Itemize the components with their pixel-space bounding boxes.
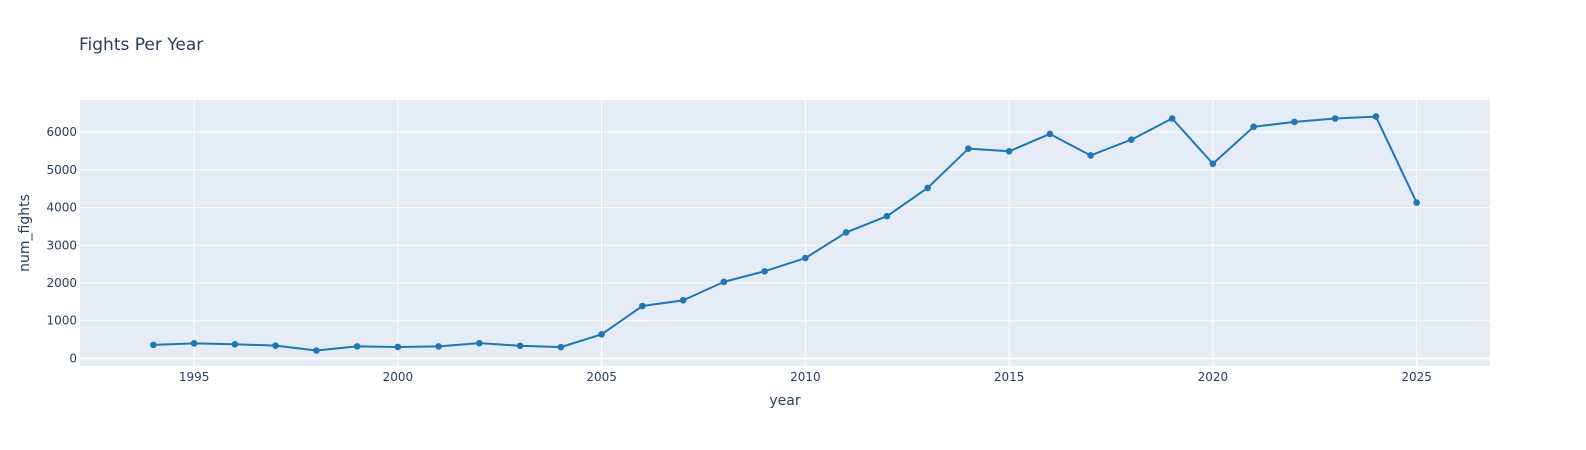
data-point <box>272 342 279 349</box>
data-point <box>1087 152 1094 159</box>
data-point <box>924 184 931 192</box>
x-axis-title: year <box>769 393 800 409</box>
data-point <box>190 340 198 347</box>
data-point <box>1209 160 1217 168</box>
y-tick-label: 3000 <box>46 238 77 252</box>
data-point <box>394 343 402 351</box>
data-point <box>639 302 646 310</box>
axis-ticks: 1995 2000 2005 2010 2015 2020 2025 0 1000 2000 300… <box>46 125 1431 384</box>
data-point <box>476 339 483 347</box>
x-tick-label: 2010 <box>790 370 821 384</box>
y-tick-label: 6000 <box>46 125 77 139</box>
data-point <box>802 254 809 262</box>
data-point <box>516 342 524 350</box>
data-point <box>1372 113 1380 120</box>
x-tick-label: 1995 <box>179 370 210 384</box>
data-point <box>313 347 320 354</box>
data-point <box>1005 148 1013 155</box>
data-point <box>679 297 687 304</box>
data-point <box>1250 123 1257 131</box>
data-point <box>883 212 891 220</box>
data-point <box>150 341 157 349</box>
data-point <box>1128 136 1135 143</box>
gridlines <box>80 100 1490 366</box>
y-axis-title: num_fights <box>17 194 33 272</box>
data-point <box>231 341 239 348</box>
series-line <box>153 115 1418 352</box>
chart-title: Fights Per Year <box>79 35 203 55</box>
y-tick-label: 2000 <box>46 276 77 290</box>
data-point <box>720 278 728 286</box>
x-tick-label: 2020 <box>1198 370 1229 384</box>
data-point <box>1413 199 1420 206</box>
x-tick-label: 2015 <box>994 370 1025 384</box>
y-tick-label: 0 <box>69 351 77 365</box>
data-point <box>435 343 442 350</box>
data-point <box>761 267 768 275</box>
data-point <box>1046 130 1054 138</box>
y-tick-label: 1000 <box>46 314 77 328</box>
x-tick-label: 2000 <box>383 370 414 384</box>
data-series <box>150 113 1420 354</box>
data-point <box>1168 115 1176 122</box>
x-tick-label: 2005 <box>586 370 617 384</box>
data-point <box>598 331 605 338</box>
plot-area <box>80 100 1490 366</box>
data-point <box>842 229 850 236</box>
y-tick-label: 5000 <box>46 163 77 177</box>
data-point <box>1291 118 1298 126</box>
x-tick-label: 2025 <box>1401 370 1432 384</box>
data-point <box>965 145 972 152</box>
data-point <box>353 343 361 350</box>
data-point <box>1331 115 1339 122</box>
y-tick-label: 4000 <box>46 201 77 215</box>
data-point <box>557 343 565 351</box>
